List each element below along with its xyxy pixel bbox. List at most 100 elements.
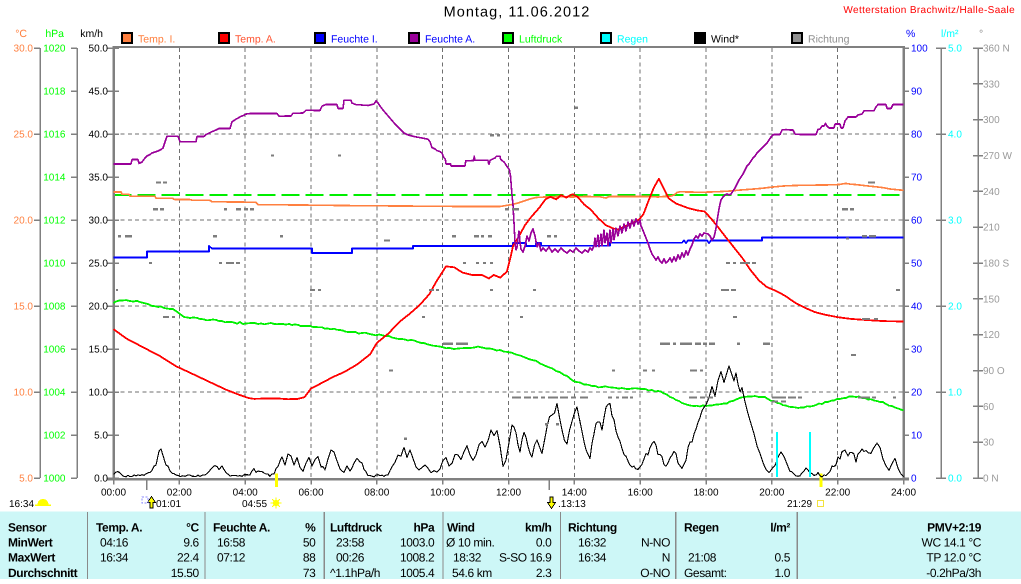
svg-text:MaxWert: MaxWert <box>8 551 55 565</box>
svg-text:04:00: 04:00 <box>233 488 258 499</box>
svg-text:25.0: 25.0 <box>14 130 34 141</box>
svg-text:MinWert: MinWert <box>8 536 53 550</box>
svg-text:Temp. A.: Temp. A. <box>96 521 142 535</box>
svg-text:60: 60 <box>983 402 995 413</box>
svg-text:hPa: hPa <box>413 521 435 535</box>
svg-text:2.3: 2.3 <box>536 566 552 579</box>
svg-text:16:32: 16:32 <box>578 536 607 550</box>
svg-text:Feuchte A.: Feuchte A. <box>425 34 475 46</box>
svg-text:01:01: 01:01 <box>156 499 181 510</box>
svg-text:km/h: km/h <box>80 28 103 40</box>
svg-text:0: 0 <box>911 474 917 485</box>
svg-text:0.5: 0.5 <box>775 551 791 565</box>
svg-text:60: 60 <box>911 216 923 227</box>
svg-text:00:00: 00:00 <box>101 488 126 499</box>
svg-text:10:00: 10:00 <box>430 488 455 499</box>
svg-text:16:34: 16:34 <box>578 551 607 565</box>
svg-text:Sensor: Sensor <box>8 521 47 535</box>
svg-text:20.0: 20.0 <box>14 216 34 227</box>
svg-text:50: 50 <box>911 259 923 270</box>
svg-text:Feuchte A.: Feuchte A. <box>213 521 270 535</box>
svg-text:N: N <box>662 551 670 565</box>
svg-text:1005.4: 1005.4 <box>400 566 435 579</box>
svg-text:1003.0: 1003.0 <box>400 536 435 550</box>
svg-text:Luftdruck: Luftdruck <box>330 521 382 535</box>
svg-text:100: 100 <box>911 44 928 55</box>
svg-text:30: 30 <box>983 438 995 449</box>
svg-text:0 N: 0 N <box>983 474 999 485</box>
svg-text:S-SO 16.9: S-SO 16.9 <box>499 551 552 565</box>
svg-text:9.6: 9.6 <box>183 536 199 550</box>
svg-text:Wind: Wind <box>447 521 475 535</box>
svg-text:70: 70 <box>911 173 923 184</box>
svg-text:O-NO: O-NO <box>640 566 670 579</box>
svg-text:1018: 1018 <box>43 87 66 98</box>
svg-text:°: ° <box>979 28 983 40</box>
svg-text:80: 80 <box>911 130 923 141</box>
svg-text:270 W: 270 W <box>983 151 1012 162</box>
svg-text:Regen: Regen <box>684 521 719 535</box>
svg-text:15.50: 15.50 <box>171 566 200 579</box>
svg-text:1.0: 1.0 <box>948 388 962 399</box>
svg-text:Richtung: Richtung <box>568 521 617 535</box>
svg-text:240: 240 <box>983 187 1000 198</box>
svg-text:16:34: 16:34 <box>100 551 129 565</box>
svg-text:45.0: 45.0 <box>89 87 109 98</box>
svg-text:5.0: 5.0 <box>94 431 108 442</box>
svg-text:Wind*: Wind* <box>711 34 739 46</box>
svg-text:km/h: km/h <box>525 521 551 535</box>
svg-text:°C: °C <box>186 521 199 535</box>
svg-text:30.0: 30.0 <box>14 44 34 55</box>
svg-text:40: 40 <box>911 302 923 313</box>
svg-text:Luftdruck: Luftdruck <box>519 34 563 46</box>
svg-text:04:16: 04:16 <box>100 536 129 550</box>
svg-text:30.0: 30.0 <box>89 216 109 227</box>
svg-text:Feuchte I.: Feuchte I. <box>331 34 378 46</box>
svg-text:5.0: 5.0 <box>948 44 962 55</box>
svg-text:360 N: 360 N <box>983 44 1010 55</box>
svg-text:120: 120 <box>983 330 1000 341</box>
svg-text:Ø 10 min.: Ø 10 min. <box>446 536 494 550</box>
svg-text:150: 150 <box>983 294 1000 305</box>
svg-text:Wetterstation Brachwitz/Halle-: Wetterstation Brachwitz/Halle-Saale <box>843 5 1015 16</box>
svg-text:30: 30 <box>911 345 923 356</box>
svg-text:18:32: 18:32 <box>453 551 482 565</box>
svg-text:1014: 1014 <box>43 173 66 184</box>
svg-text:06:00: 06:00 <box>298 488 323 499</box>
svg-text:15.0: 15.0 <box>14 302 34 313</box>
svg-text:1000: 1000 <box>43 474 66 485</box>
svg-text:WC 14.1 °C: WC 14.1 °C <box>922 536 982 550</box>
svg-text:3.0: 3.0 <box>948 216 962 227</box>
svg-text:Temp. A.: Temp. A. <box>235 34 276 46</box>
svg-text:22:00: 22:00 <box>825 488 850 499</box>
svg-text:88: 88 <box>303 551 316 565</box>
svg-text:16:00: 16:00 <box>628 488 653 499</box>
svg-text:1.0: 1.0 <box>775 566 791 579</box>
svg-text:00:26: 00:26 <box>336 551 365 565</box>
svg-text:54.6 km: 54.6 km <box>452 566 492 579</box>
svg-text:1010: 1010 <box>43 259 66 270</box>
svg-text:0.0: 0.0 <box>536 536 552 550</box>
svg-text:^1.1hPa/h: ^1.1hPa/h <box>330 566 380 579</box>
svg-text:Richtung: Richtung <box>808 34 850 46</box>
svg-text:12:00: 12:00 <box>496 488 521 499</box>
svg-text:N-NO: N-NO <box>641 536 670 550</box>
svg-text:20.0: 20.0 <box>89 302 109 313</box>
svg-text:1020: 1020 <box>43 44 66 55</box>
svg-text:0.0: 0.0 <box>94 474 108 485</box>
svg-text:%: % <box>906 28 915 40</box>
svg-text:Regen: Regen <box>617 34 648 46</box>
svg-text:hPa: hPa <box>45 28 64 40</box>
svg-text:20: 20 <box>911 388 923 399</box>
svg-text:1004: 1004 <box>43 388 66 399</box>
svg-text:1012: 1012 <box>43 216 66 227</box>
svg-text:1002: 1002 <box>43 431 66 442</box>
svg-text:TP 12.0 °C: TP 12.0 °C <box>926 551 981 565</box>
svg-text:PMV+2:19: PMV+2:19 <box>927 521 982 535</box>
svg-text:%: % <box>305 521 316 535</box>
svg-text:l/m²: l/m² <box>941 28 959 40</box>
svg-text:90 O: 90 O <box>983 366 1005 377</box>
svg-text:25.0: 25.0 <box>89 259 109 270</box>
svg-text:20:00: 20:00 <box>759 488 784 499</box>
svg-text:10: 10 <box>911 431 923 442</box>
